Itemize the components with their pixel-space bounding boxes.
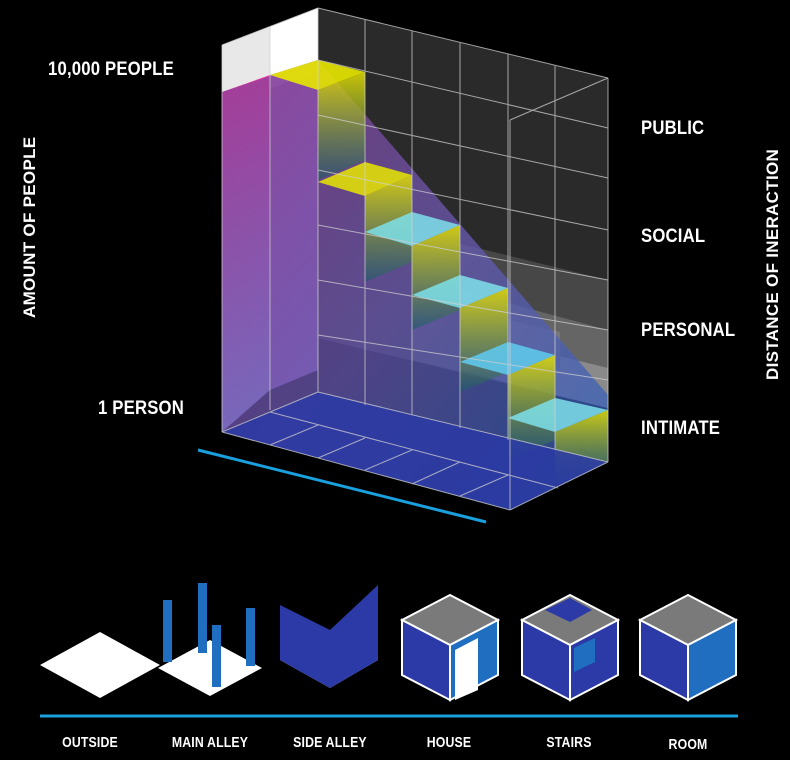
zone-social-label: SOCIAL (641, 226, 706, 247)
space-label-outside: OUTSIDE (62, 734, 118, 751)
left-axis-title: AMOUNT OF PEOPLE (20, 136, 39, 318)
scale-top-label: 10,000 PEOPLE (48, 59, 174, 80)
outside-icon (40, 632, 160, 698)
space-label-house: HOUSE (426, 734, 472, 751)
right-axis-title: DISTANCE OF INERACTION (763, 148, 782, 380)
distance-axis-line (197, 448, 487, 524)
space-label-side-alley: SIDE ALLEY (293, 734, 367, 751)
zone-public-label: PUBLIC (641, 118, 705, 139)
stairs-icon (519, 593, 621, 702)
zone-intimate-label: INTIMATE (641, 418, 721, 439)
zone-personal-label: PERSONAL (641, 320, 736, 341)
main-alley-icon (158, 583, 262, 696)
cube-floor (222, 392, 608, 510)
room-icon (637, 593, 739, 702)
house-icon (399, 593, 501, 702)
cube-grid (221, 7, 609, 511)
scale-bottom-label: 1 PERSON (98, 398, 184, 419)
space-label-stairs: STAIRS (546, 734, 592, 751)
space-label-main-alley: MAIN ALLEY (171, 734, 249, 751)
space-label-room: ROOM (668, 736, 708, 753)
side-alley-icon (280, 585, 378, 688)
